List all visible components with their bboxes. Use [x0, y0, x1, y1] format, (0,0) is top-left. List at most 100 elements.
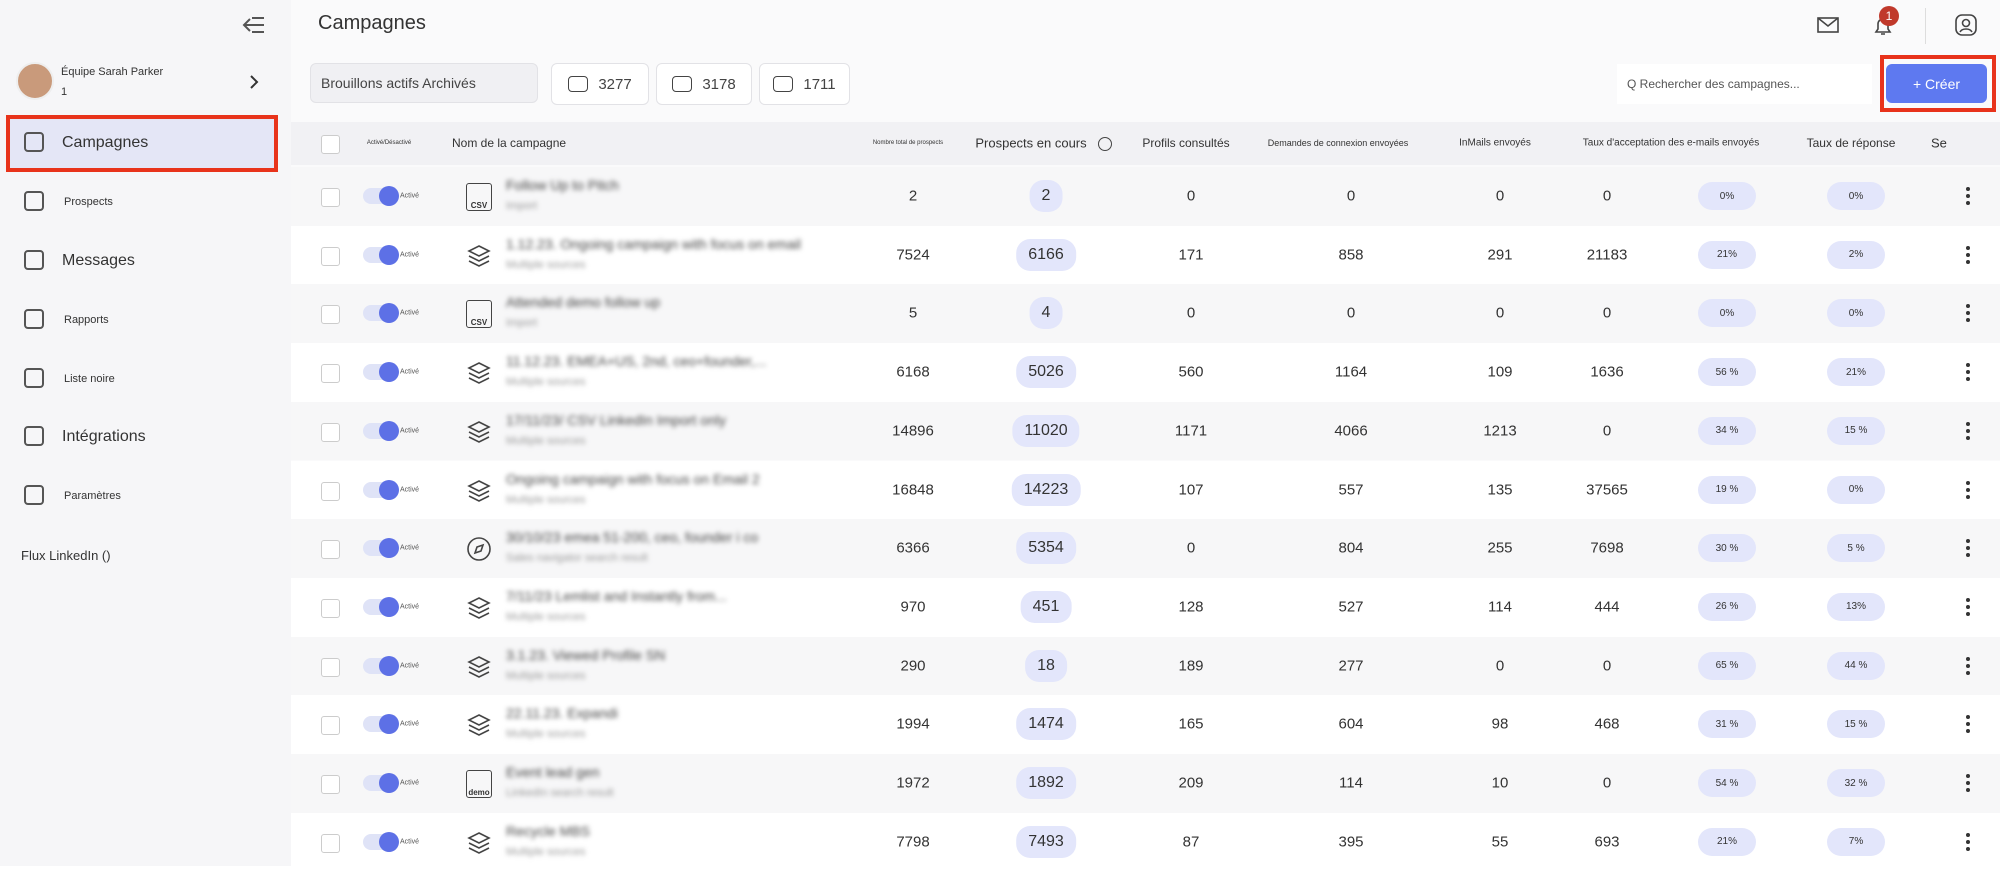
checkbox[interactable] — [321, 657, 340, 677]
campaign-name[interactable]: 17/11/23/ CSV LinkedIn Import only — [506, 411, 726, 428]
chevron[interactable] — [248, 74, 260, 90]
rate-pill: 0% — [1698, 299, 1756, 328]
stat-box[interactable]: 3277 — [551, 63, 649, 105]
source-icon — [466, 654, 492, 685]
status-label: Activé — [400, 662, 420, 670]
toggle[interactable] — [363, 186, 399, 206]
checkbox[interactable] — [321, 775, 340, 794]
status-label: Activé — [400, 427, 420, 435]
toggle[interactable] — [363, 479, 399, 500]
mail-icon[interactable] — [1816, 14, 1842, 36]
nav-item[interactable]: Prospects — [64, 196, 113, 208]
checkbox[interactable] — [321, 422, 340, 442]
column-header[interactable]: Se — [1931, 135, 1947, 151]
column-header[interactable]: InMails envoyés — [1459, 137, 1531, 149]
toggle[interactable] — [363, 831, 399, 852]
linkedin-flux[interactable]: Flux LinkedIn () — [21, 548, 111, 563]
row-menu[interactable] — [1965, 831, 1971, 858]
campaign-name[interactable]: Recycle MBS — [506, 822, 591, 839]
cell-value: 10 — [1491, 774, 1509, 792]
campaign-name[interactable]: 11.12.23. EMEA+US, 2nd, ceo+founder,... — [506, 353, 767, 370]
toggle[interactable] — [363, 538, 399, 559]
checkbox[interactable] — [321, 135, 340, 154]
column-header[interactable]: Prospects en cours — [975, 135, 1087, 151]
prospects-pill: 451 — [1020, 590, 1072, 623]
row-menu[interactable] — [1965, 479, 1971, 506]
campaign-name[interactable]: 1.12.23. Ongoing campaign with focus on … — [506, 235, 801, 252]
create-button[interactable]: + Créer — [1886, 64, 1987, 103]
row-menu[interactable] — [1965, 596, 1971, 623]
cell-value: 87 — [1182, 833, 1200, 851]
column-header[interactable]: Nombre total de prospects — [872, 140, 944, 146]
nav-item[interactable]: Messages — [62, 252, 135, 269]
column-header[interactable]: Demandes de connexion envoyées — [1267, 138, 1409, 148]
toggle[interactable] — [363, 596, 399, 617]
cell-value: 98 — [1491, 715, 1509, 733]
toggle[interactable] — [363, 655, 399, 676]
checkbox[interactable] — [321, 481, 340, 501]
column-header[interactable]: Taux d'acceptation des e-mails envoyés — [1582, 137, 1760, 149]
checkbox[interactable] — [321, 246, 340, 266]
rate-pill: 15 % — [1827, 416, 1885, 445]
rate-pill: 2% — [1827, 240, 1885, 269]
nav-item[interactable]: Liste noire — [64, 373, 115, 385]
row-menu[interactable] — [1965, 772, 1971, 799]
campaign-name[interactable]: Attended demo follow up — [506, 294, 661, 311]
row-menu[interactable] — [1965, 537, 1971, 564]
avatar — [16, 62, 54, 100]
nav-item[interactable]: Rapports — [64, 314, 109, 326]
campaign-name[interactable]: 3.1.23. Viewed Profile SN — [506, 646, 666, 663]
toggle[interactable] — [363, 714, 399, 735]
stat-box[interactable]: 1711 — [759, 63, 850, 105]
table-row: Activé 1.12.23. Ongoing campaign with foc… — [291, 225, 2000, 285]
row-menu[interactable] — [1965, 420, 1971, 447]
cell-value: 604 — [1338, 715, 1364, 733]
checkbox[interactable] — [321, 540, 340, 560]
campaign-name[interactable]: Ongoing campaign with focus on Email 2 — [506, 470, 760, 487]
stat-box[interactable]: 3178 — [656, 63, 752, 105]
checkbox[interactable] — [321, 305, 340, 325]
user-icon[interactable] — [1954, 13, 1978, 37]
row-menu[interactable] — [1965, 713, 1971, 740]
create-highlight — [1880, 55, 1996, 112]
toggle-knob — [379, 538, 399, 559]
nav-item[interactable]: Paramètres — [64, 490, 121, 502]
campaign-name[interactable]: 7/11/23 Lemlist and Instantly from... — [506, 587, 727, 604]
search-input[interactable]: Q Rechercher des campagnes... — [1617, 64, 1872, 104]
toggle[interactable] — [363, 362, 399, 383]
checkbox[interactable] — [321, 833, 340, 853]
campaign-name[interactable]: 22.11.23. Expandi — [506, 705, 618, 722]
column-header[interactable]: Taux de réponse — [1806, 136, 1896, 150]
checkbox[interactable] — [321, 364, 340, 384]
column-header[interactable]: Nom de la campagne — [452, 136, 567, 150]
tabs[interactable]: Brouillons actifs Archivés — [310, 63, 538, 103]
collapse-icon[interactable] — [240, 14, 266, 36]
toggle[interactable] — [363, 773, 399, 793]
toggle[interactable] — [363, 244, 399, 265]
toggle[interactable] — [363, 303, 399, 324]
active-highlight — [6, 115, 278, 172]
nav-item[interactable]: Campagnes — [62, 134, 149, 151]
campaign-source: Multiple sources — [506, 434, 586, 447]
column-header[interactable]: Profils consultés — [1142, 136, 1230, 150]
column-header[interactable]: Activé/Désactivé — [366, 140, 412, 146]
campaign-name[interactable]: Follow Up to Pitch — [506, 177, 619, 193]
row-menu[interactable] — [1965, 244, 1971, 271]
rate-pill: 13% — [1827, 592, 1885, 621]
table-row: Activé 3.1.23. Viewed Profile SN Multiple … — [291, 636, 2000, 696]
checkbox[interactable] — [321, 188, 340, 207]
nav-item[interactable]: Intégrations — [62, 428, 146, 445]
checkbox[interactable] — [321, 598, 340, 618]
rate-pill: 0% — [1827, 475, 1885, 504]
campaign-name[interactable]: 30/10/23 emea 51-200, ceo, founder i co — [506, 529, 759, 546]
row-menu[interactable] — [1965, 185, 1971, 212]
checkbox[interactable] — [321, 716, 340, 736]
row-menu[interactable] — [1965, 302, 1971, 329]
status-label: Activé — [400, 720, 420, 728]
toggle[interactable] — [363, 420, 399, 441]
source-icon — [466, 419, 492, 450]
rate-pill: 21% — [1698, 827, 1756, 856]
row-menu[interactable] — [1965, 655, 1971, 682]
campaign-name[interactable]: Event lead gen — [506, 764, 600, 780]
row-menu[interactable] — [1965, 361, 1971, 388]
